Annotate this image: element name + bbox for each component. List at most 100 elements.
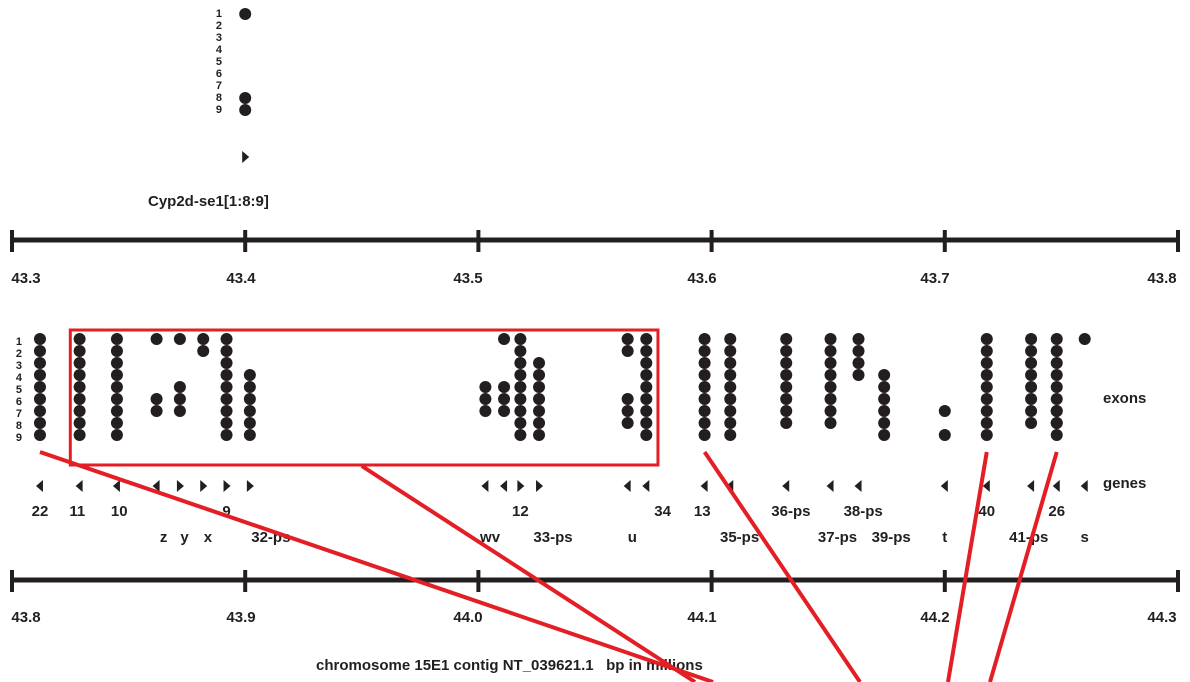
strand-arrow — [112, 480, 120, 492]
exon-dot — [498, 333, 511, 345]
exon-dot — [852, 345, 865, 357]
gene-label: 36-ps — [771, 503, 810, 520]
top-tick-label-0: 43.3 — [11, 270, 40, 287]
exon-dot — [698, 405, 711, 417]
exon-dot — [239, 104, 252, 116]
strand-arrow — [782, 480, 790, 492]
axis-ticks — [10, 230, 1180, 252]
exon-dot — [780, 417, 793, 429]
exon-dot — [33, 357, 46, 369]
exon-dot — [878, 369, 891, 381]
gene-label: 12 — [512, 503, 529, 520]
exon-dot — [1050, 381, 1063, 393]
exon-number-3: 3 — [216, 32, 222, 44]
genes-row-label: genes — [1103, 475, 1146, 492]
gene-label: 41-ps — [1009, 529, 1048, 546]
exon-number-9: 9 — [216, 104, 222, 116]
exon-dot — [110, 357, 123, 369]
top-gene-label: Cyp2d-se1[1:8:9] — [148, 193, 269, 210]
exon-dot — [73, 345, 86, 357]
bottom-axis: 43.8 43.9 44.0 44.1 44.2 44.3 — [10, 577, 1180, 626]
exon-dot — [1025, 381, 1038, 393]
gene-track — [243, 369, 256, 492]
exon-number-1: 1 — [216, 8, 222, 20]
exon-dot — [640, 393, 653, 405]
exon-dot — [852, 369, 865, 381]
exon-dot — [73, 333, 86, 345]
exon-dot — [780, 333, 793, 345]
exon-dot — [621, 345, 634, 357]
exon-number-2: 2 — [16, 348, 22, 360]
exon-dot — [1025, 417, 1038, 429]
exon-number-5: 5 — [216, 56, 222, 68]
exon-dot — [173, 393, 186, 405]
exon-dot — [243, 381, 256, 393]
exon-dot — [239, 92, 252, 104]
connector-line — [702, 450, 862, 682]
exon-number-9: 9 — [16, 432, 22, 444]
exon-dot — [33, 429, 46, 441]
exon-dot — [980, 417, 993, 429]
bottom-tick-label-4: 44.2 — [920, 609, 949, 626]
exon-dot — [150, 405, 163, 417]
exon-dot — [73, 405, 86, 417]
exon-dot — [980, 381, 993, 393]
exon-dot — [33, 345, 46, 357]
exon-dot — [514, 405, 527, 417]
exon-dot — [824, 405, 837, 417]
exon-dot — [73, 357, 86, 369]
bottom-gene-tracks — [33, 333, 1091, 492]
exon-dot — [824, 357, 837, 369]
exon-dot — [1025, 369, 1038, 381]
exon-dot — [640, 345, 653, 357]
exon-dot — [980, 345, 993, 357]
exon-dot — [514, 345, 527, 357]
exon-number-8: 8 — [16, 420, 22, 432]
exon-dot — [73, 429, 86, 441]
top-panel: 1 2 3 4 5 6 7 8 9 Cyp2d-se1[1:8:9] 43.3 … — [10, 8, 1180, 287]
exon-dot — [1050, 333, 1063, 345]
exon-dot — [243, 405, 256, 417]
exon-dot — [1050, 369, 1063, 381]
gene-label: 13 — [694, 503, 711, 520]
exon-dot — [1025, 345, 1038, 357]
exon-dot — [724, 393, 737, 405]
exon-dot — [640, 333, 653, 345]
bottom-panel: 1 2 3 4 5 6 7 8 9 22 11 10 9 12 34 13 36-ps 38-p… — [10, 328, 1180, 682]
exon-dot — [533, 405, 546, 417]
exon-dot — [824, 417, 837, 429]
exon-dot — [33, 417, 46, 429]
exon-dot — [824, 333, 837, 345]
exon-dot — [150, 333, 163, 345]
strand-arrow — [242, 151, 250, 163]
gene-track — [150, 333, 163, 492]
exon-dot — [640, 369, 653, 381]
bottom-tick-label-0: 43.8 — [11, 609, 40, 626]
exon-dot — [533, 357, 546, 369]
exon-dot — [243, 393, 256, 405]
exon-dot — [73, 381, 86, 393]
exon-dot — [698, 357, 711, 369]
strand-arrow — [223, 480, 231, 492]
exon-dot — [824, 381, 837, 393]
exon-dot — [724, 369, 737, 381]
exon-dot — [640, 357, 653, 369]
exon-dot — [980, 333, 993, 345]
gene-track — [514, 333, 527, 492]
exon-dot — [220, 345, 233, 357]
exon-dot — [220, 357, 233, 369]
gene-label: y — [180, 529, 189, 546]
exon-dot — [698, 333, 711, 345]
exon-number-2: 2 — [216, 20, 222, 32]
exon-dot — [980, 429, 993, 441]
exon-dot — [110, 405, 123, 417]
exon-number-8: 8 — [216, 92, 222, 104]
exon-dot — [780, 345, 793, 357]
exon-number-5: 5 — [16, 384, 22, 396]
gene-track — [852, 333, 865, 492]
exon-dot — [1050, 405, 1063, 417]
strand-arrow — [940, 480, 948, 492]
exon-dot — [533, 429, 546, 441]
exon-dot — [878, 429, 891, 441]
exon-dot — [640, 381, 653, 393]
